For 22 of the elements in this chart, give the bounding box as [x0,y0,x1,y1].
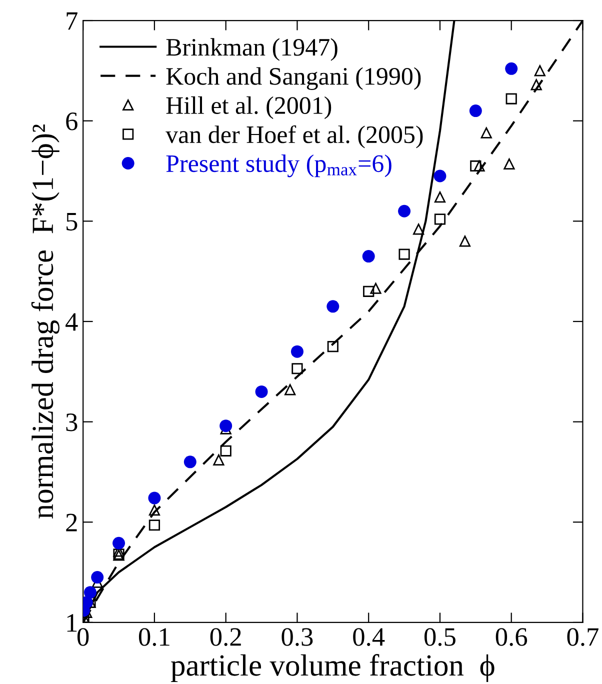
legend-label: Koch and Sangani (1990) [166,67,421,90]
x-tick-label: 0.3 [282,628,313,646]
x-tick-label: 0.2 [210,628,241,646]
y-tick-label: 3 [66,413,78,432]
legend-label: Brinkman (1947) [166,38,338,61]
y-tick-label: 4 [66,313,78,331]
y-tick-label: 6 [66,112,78,130]
legend-label: Present study (p$_{max}$=6) [166,154,392,178]
x-tick-label: 0 [77,628,89,646]
y-tick-label: 2 [66,514,77,532]
legend-label: van der Hoef et al. (2005) [166,125,423,148]
y-tick-label: 7 [66,12,78,30]
x-axis-title: particle volume fraction ϕ [170,654,494,682]
legend-label: Hill et al. (2001) [166,96,332,120]
x-tick-label: 0.7 [567,628,598,646]
x-tick-label: 0.1 [138,628,170,646]
x-tick-label: 0.6 [496,628,528,646]
y-axis-title: normalized drag force F*(1−ϕ)² [31,124,60,518]
y-tick-label: 5 [66,213,78,231]
y-tick-label: 1 [67,614,77,632]
x-tick-label: 0.5 [424,628,456,646]
x-tick-label: 0.4 [353,628,385,646]
